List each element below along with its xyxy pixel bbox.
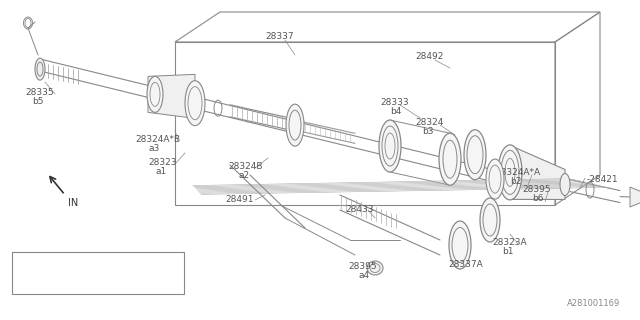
Text: 28491: 28491 [225, 195, 253, 204]
Text: b6: b6 [532, 194, 543, 203]
Text: 28324A*B: 28324A*B [135, 135, 180, 144]
Ellipse shape [367, 261, 383, 275]
Text: 28337A: 28337A [448, 260, 483, 269]
Ellipse shape [439, 133, 461, 185]
Text: -28421: -28421 [587, 175, 619, 184]
Text: 28337: 28337 [265, 32, 294, 41]
Text: 28395: 28395 [522, 185, 550, 194]
Ellipse shape [286, 104, 304, 146]
Polygon shape [630, 187, 640, 207]
Text: A281001169: A281001169 [567, 299, 620, 308]
Text: b4: b4 [390, 107, 401, 116]
Text: 28323: 28323 [148, 158, 177, 167]
Text: 28333: 28333 [380, 98, 408, 107]
Text: a3: a3 [148, 144, 159, 153]
Polygon shape [148, 74, 195, 118]
Polygon shape [510, 145, 565, 199]
Text: a2: a2 [238, 171, 249, 180]
Text: a4: a4 [358, 271, 369, 280]
Ellipse shape [185, 81, 205, 126]
Text: b3: b3 [422, 127, 433, 136]
Text: IN: IN [68, 198, 78, 208]
Text: 28323A: 28323A [492, 238, 527, 247]
Text: 28324A*A: 28324A*A [495, 168, 540, 177]
Ellipse shape [379, 120, 401, 172]
Bar [12, 252, 184, 294]
Text: b5: b5 [32, 97, 44, 106]
Text: 28324: 28324 [415, 118, 444, 127]
Text: 28492: 28492 [415, 52, 444, 61]
Text: b1: b1 [502, 247, 513, 256]
Ellipse shape [464, 130, 486, 180]
Ellipse shape [560, 173, 570, 196]
Text: b2: b2 [510, 177, 522, 186]
Ellipse shape [147, 76, 163, 112]
Text: 28395: 28395 [348, 262, 376, 271]
Text: a1: a1 [155, 167, 166, 176]
Ellipse shape [486, 159, 504, 199]
Text: 28324B: 28324B [228, 162, 262, 171]
Text: 28423C (b1+b2+b3+b4+b5+b6): 28423C (b1+b2+b3+b4+b5+b6) [17, 274, 157, 283]
Text: 28323C (a1+a2+a3+a4): 28323C (a1+a2+a3+a4) [17, 257, 121, 266]
Ellipse shape [480, 198, 500, 242]
Ellipse shape [498, 145, 522, 200]
Ellipse shape [35, 58, 45, 80]
Text: 28335: 28335 [25, 88, 54, 97]
Text: 28433: 28433 [345, 205, 374, 214]
Ellipse shape [449, 221, 471, 269]
